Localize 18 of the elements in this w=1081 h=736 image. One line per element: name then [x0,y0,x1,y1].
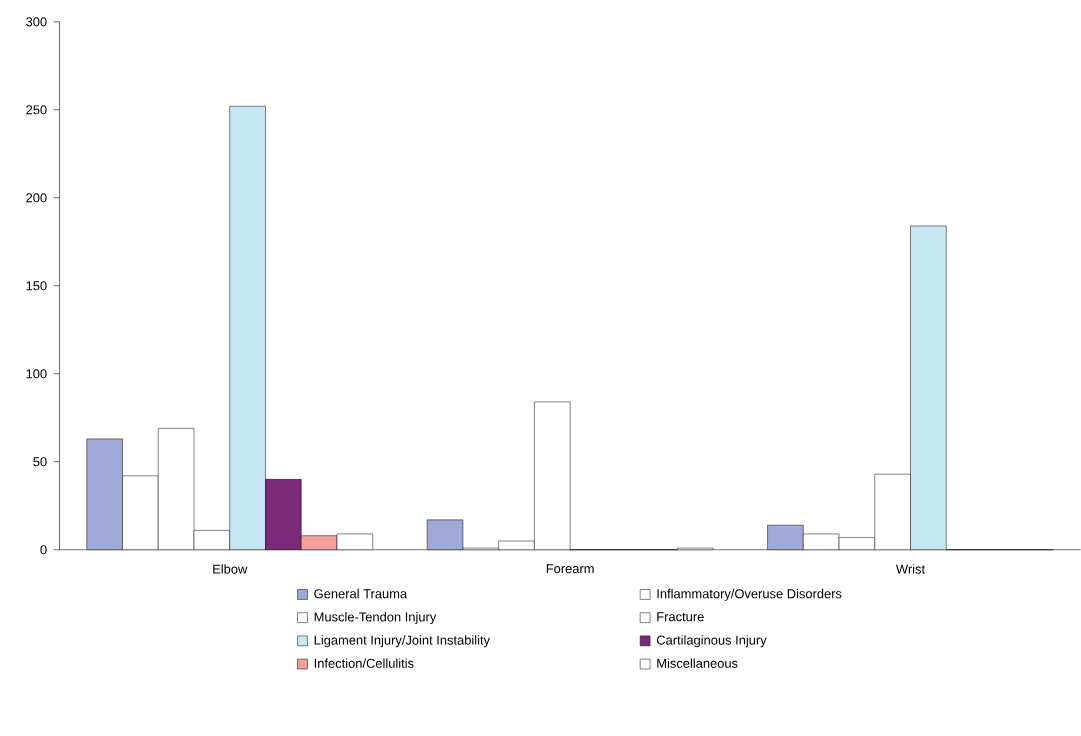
x-tick-label: Wrist [896,564,925,574]
legend-label: General Trauma [314,588,408,599]
legend-label: Cartilaginous Injury [656,635,767,648]
legend-label: Miscellaneous [657,658,738,668]
legend-label: Fracture [657,612,704,622]
x-tick-label: Forearm [546,564,594,574]
y-tick-label: 200 [26,193,47,203]
legend-label: Infection/Cellulitis [314,658,414,668]
y-tick-label: 250 [26,105,47,115]
x-tick-label: Elbow [213,564,248,574]
y-tick-label: 100 [26,369,47,379]
y-tick-label: 150 [26,281,47,291]
y-tick-label: 0 [40,545,47,555]
y-tick-label: 50 [33,457,47,467]
y-tick-label: 300 [26,17,47,27]
legend-label: Muscle-Tendon Injury [314,611,437,624]
legend-label: Inflammatory/Overuse Disorders [657,588,842,601]
legend-label: Ligament Injury/Joint Instability [314,635,490,648]
